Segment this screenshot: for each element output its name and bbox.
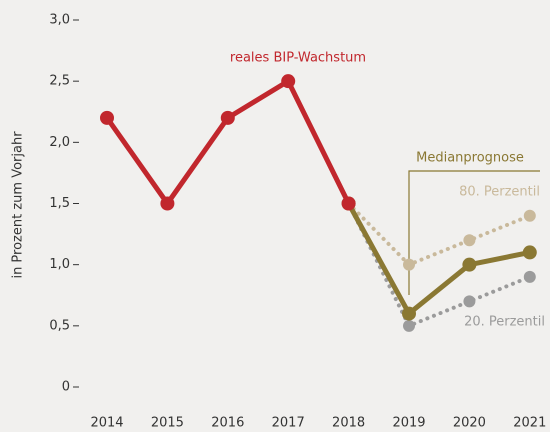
point	[463, 295, 476, 308]
y-tick-label: 2,0	[49, 135, 70, 150]
point	[341, 196, 356, 211]
x-tick-label: 2016	[211, 416, 244, 431]
series-line	[346, 202, 531, 317]
y-tick-label: 0,5	[49, 318, 70, 333]
y-tick-label: 1,0	[49, 257, 70, 272]
point	[463, 234, 476, 247]
series-label: 80. Perzentil	[459, 185, 540, 200]
point	[403, 258, 415, 271]
series-line	[346, 201, 532, 328]
median-bracket	[408, 170, 540, 295]
series-label: Medianprognose	[416, 151, 524, 166]
point	[462, 257, 477, 272]
x-tick-label: 2019	[392, 416, 425, 431]
x-tick-label: 2021	[513, 416, 546, 431]
point	[160, 196, 175, 211]
x-tick-label: 2018	[332, 416, 365, 431]
y-tick-label: 2,5	[49, 74, 70, 89]
point	[100, 110, 114, 125]
point	[523, 209, 536, 222]
point	[281, 74, 296, 89]
x-tick-label: 2020	[453, 416, 486, 431]
series-line	[104, 78, 351, 206]
point	[403, 319, 415, 332]
y-axis-label: in Prozent zum Vorjahr	[11, 131, 26, 279]
point	[523, 270, 536, 283]
y-tick-label: 0	[62, 380, 70, 395]
x-tick-label: 2015	[151, 416, 184, 431]
x-tick-label: 2017	[272, 416, 305, 431]
series-label: reales BIP-Wachstum	[230, 51, 366, 66]
y-tick-label: 1,5	[49, 196, 70, 211]
x-tick-label: 2014	[90, 416, 123, 431]
point	[220, 110, 235, 125]
series-label: 20. Perzentil	[464, 315, 545, 330]
series-line	[346, 201, 532, 267]
y-tick-label: 3,0	[49, 13, 70, 28]
point	[522, 245, 537, 260]
point	[402, 306, 416, 321]
